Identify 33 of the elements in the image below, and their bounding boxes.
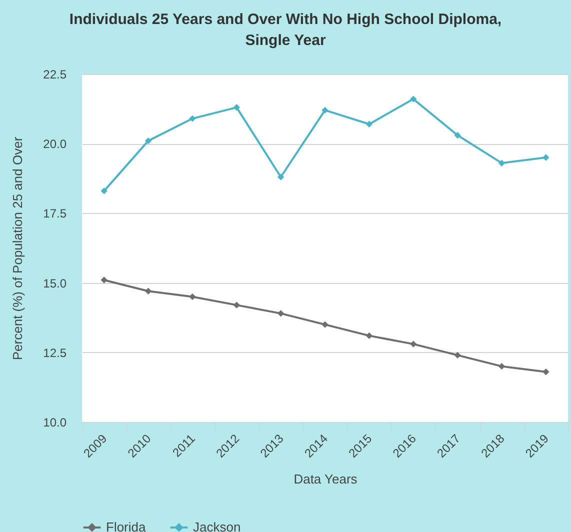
y-tick-label: 15.0 xyxy=(43,276,67,290)
y-axis-title: Percent (%) of Population 25 and Over xyxy=(10,136,26,360)
point xyxy=(277,310,284,317)
y-tick-label: 10.0 xyxy=(43,416,67,430)
point xyxy=(189,115,196,122)
y-tick-label: 12.5 xyxy=(43,346,67,360)
point xyxy=(366,332,373,340)
point xyxy=(542,154,550,161)
point xyxy=(542,368,550,376)
point xyxy=(189,293,196,300)
point xyxy=(100,188,108,194)
point xyxy=(322,106,328,114)
y-tick-label: 20.0 xyxy=(43,137,67,152)
point xyxy=(233,302,240,308)
legend-label: Florida xyxy=(106,519,147,532)
point xyxy=(366,120,373,128)
point xyxy=(277,174,284,180)
point xyxy=(454,132,461,139)
point xyxy=(144,137,152,144)
x-axis-title: Data Years xyxy=(294,472,358,487)
point xyxy=(410,96,417,102)
point xyxy=(498,362,506,370)
point xyxy=(498,160,506,166)
point xyxy=(454,352,461,359)
legend-label: Jackson xyxy=(193,519,241,532)
point xyxy=(322,321,328,328)
point xyxy=(144,288,152,295)
chart-title: Individuals 25 Years and Over With No High School Diploma, Single Year xyxy=(69,11,502,49)
point xyxy=(410,340,417,348)
y-tick-label: 22.5 xyxy=(43,68,67,82)
point xyxy=(233,104,240,111)
y-tick-label: 17.5 xyxy=(43,206,67,221)
point xyxy=(100,276,108,284)
